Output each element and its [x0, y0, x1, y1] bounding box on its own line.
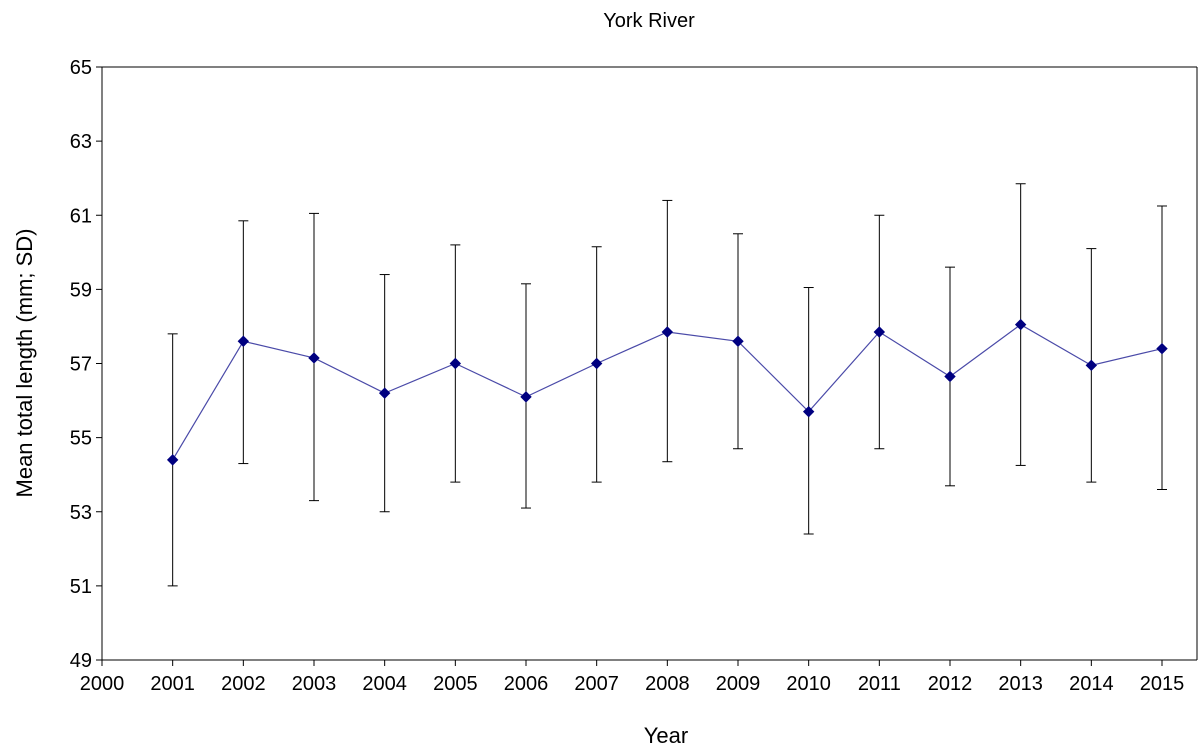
- data-point-marker: [873, 326, 886, 338]
- y-tick-label: 51: [70, 576, 92, 598]
- x-tick-label: 2006: [504, 673, 549, 695]
- data-point-marker: [237, 335, 250, 347]
- y-tick-label: 63: [70, 131, 92, 153]
- x-tick-label: 2010: [786, 673, 831, 695]
- x-tick-label: 2008: [645, 673, 690, 695]
- x-tick-label: 2013: [998, 673, 1043, 695]
- y-tick-label: 55: [70, 428, 92, 450]
- data-point-marker: [1156, 342, 1168, 355]
- y-tick-label: 59: [70, 279, 92, 301]
- data-point-marker: [1014, 318, 1027, 331]
- data-point-marker: [944, 370, 956, 383]
- chart-title: York River: [603, 10, 695, 32]
- y-axis-title: Mean total length (mm; SD): [12, 229, 37, 498]
- x-tick-label: 2000: [80, 673, 125, 695]
- data-point-marker: [1085, 359, 1098, 372]
- series: [166, 318, 1168, 466]
- x-tick-label: 2014: [1069, 673, 1114, 695]
- x-tick-label: 2012: [928, 673, 973, 695]
- data-point-marker: [661, 326, 674, 338]
- x-tick-label: 2009: [716, 673, 761, 695]
- x-tick-label: 2007: [574, 673, 619, 695]
- y-tick-label: 57: [70, 354, 92, 376]
- x-tick-label: 2011: [858, 673, 901, 695]
- x-tick-label: 2015: [1140, 673, 1185, 695]
- data-point-marker: [520, 391, 532, 403]
- x-tick-label: 2001: [150, 673, 195, 695]
- data-point-marker: [802, 405, 815, 418]
- data-point-marker: [378, 387, 391, 399]
- y-tick-label: 65: [70, 57, 92, 79]
- data-point-marker: [590, 357, 603, 370]
- x-tick-label: 2004: [362, 673, 407, 695]
- error-bars: [167, 183, 1167, 587]
- y-tick-label: 61: [70, 205, 92, 227]
- data-point-marker: [166, 454, 179, 466]
- x-ticks: 2000 2001 2002 2003 2004 2005 2006 2007 2008 2009…: [80, 660, 1185, 695]
- x-tick-label: 2005: [433, 673, 478, 695]
- data-point-marker: [308, 352, 320, 364]
- data-point-marker: [449, 357, 462, 370]
- data-point-marker: [732, 335, 744, 347]
- x-tick-label: 2003: [292, 673, 337, 695]
- x-axis-title: Year: [644, 723, 688, 748]
- y-tick-label: 53: [70, 502, 92, 524]
- y-ticks: 49 51 53 55 57 59 61 63 65: [70, 57, 102, 672]
- y-tick-label: 49: [70, 650, 92, 672]
- axes: [101, 66, 1198, 661]
- x-tick-label: 2002: [221, 673, 266, 695]
